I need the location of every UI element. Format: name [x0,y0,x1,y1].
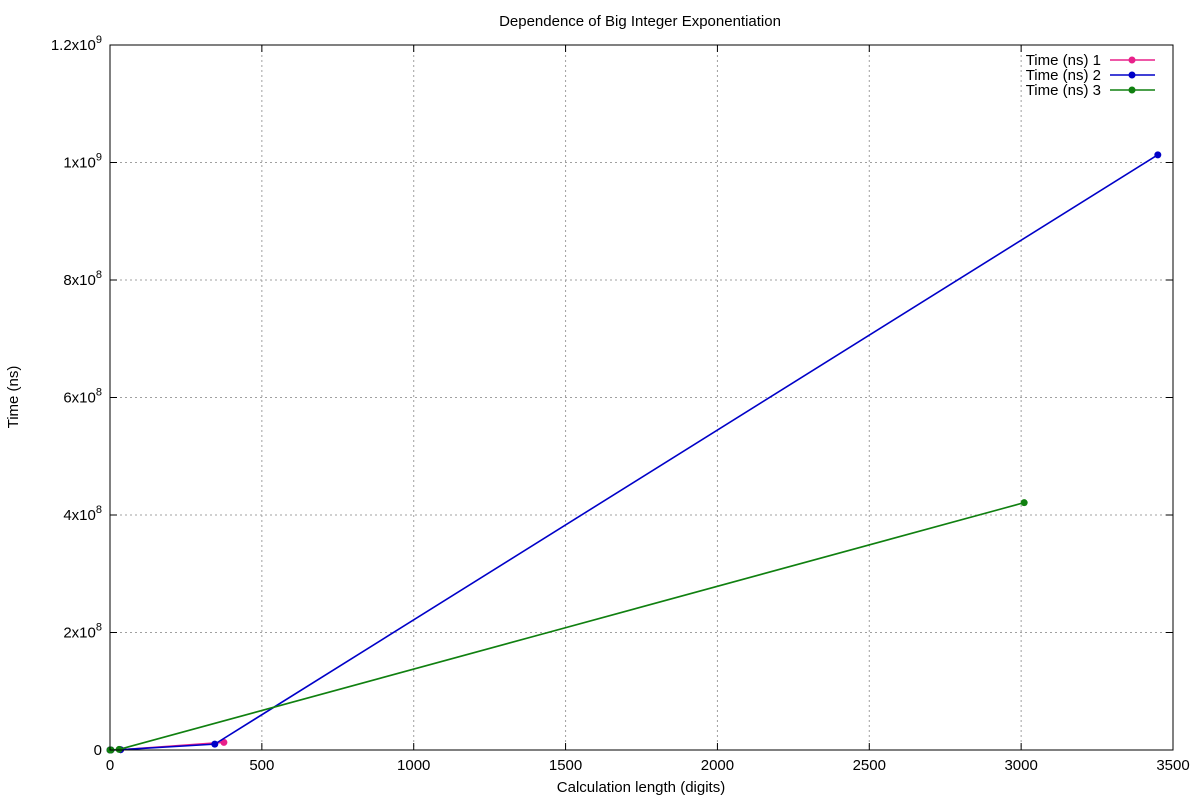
data-point [115,745,123,753]
y-tick-label: 8x108 [63,269,102,289]
series-line [110,501,1025,751]
x-tick-label: 3000 [1004,757,1037,774]
axis-ticks: 0 500 1000 1500 2000 2500 3000 3500 0 2x108 4x108 6… [51,34,1190,774]
x-tick-label: 1000 [397,757,430,774]
legend-label: Time (ns) 2 [1026,67,1101,84]
data-point [220,738,228,746]
x-tick-label: 2000 [701,757,734,774]
x-tick-label: 2500 [853,757,886,774]
plot-frame [109,44,1174,751]
y-tick-label: 4x108 [63,504,102,524]
y-tick-label: 0 [94,742,102,759]
x-tick-label: 1500 [549,757,582,774]
x-tick-label: 0 [106,757,114,774]
legend-entry: Time (ns) 2 [1026,67,1155,84]
legend-label: Time (ns) 3 [1026,82,1101,99]
series-2 [106,151,1162,754]
legend-entry: Time (ns) 3 [1026,82,1155,99]
legend-entry: Time (ns) 1 [1026,52,1155,69]
y-tick-label: 2x108 [63,622,102,642]
series-layer [106,151,1162,754]
y-tick-label: 1.2x109 [51,34,102,54]
series-line [110,154,1159,751]
series-3 [106,499,1028,754]
legend-swatch-point [1128,56,1136,64]
x-tick-label: 500 [249,757,274,774]
data-point [1154,151,1162,159]
legend-label: Time (ns) 1 [1026,52,1101,69]
legend-swatch-point [1128,71,1136,79]
data-point [1020,499,1028,507]
y-tick-label: 1x109 [63,152,102,172]
x-tick-label: 3500 [1156,757,1189,774]
y-tick-label: 6x108 [63,387,102,407]
data-point [211,740,219,748]
chart-title: Dependence of Big Integer Exponentiation [499,13,781,30]
grid [110,45,1173,750]
y-axis-title: Time (ns) [5,366,22,429]
legend-swatch-point [1128,86,1136,94]
x-axis-title: Calculation length (digits) [557,779,725,796]
